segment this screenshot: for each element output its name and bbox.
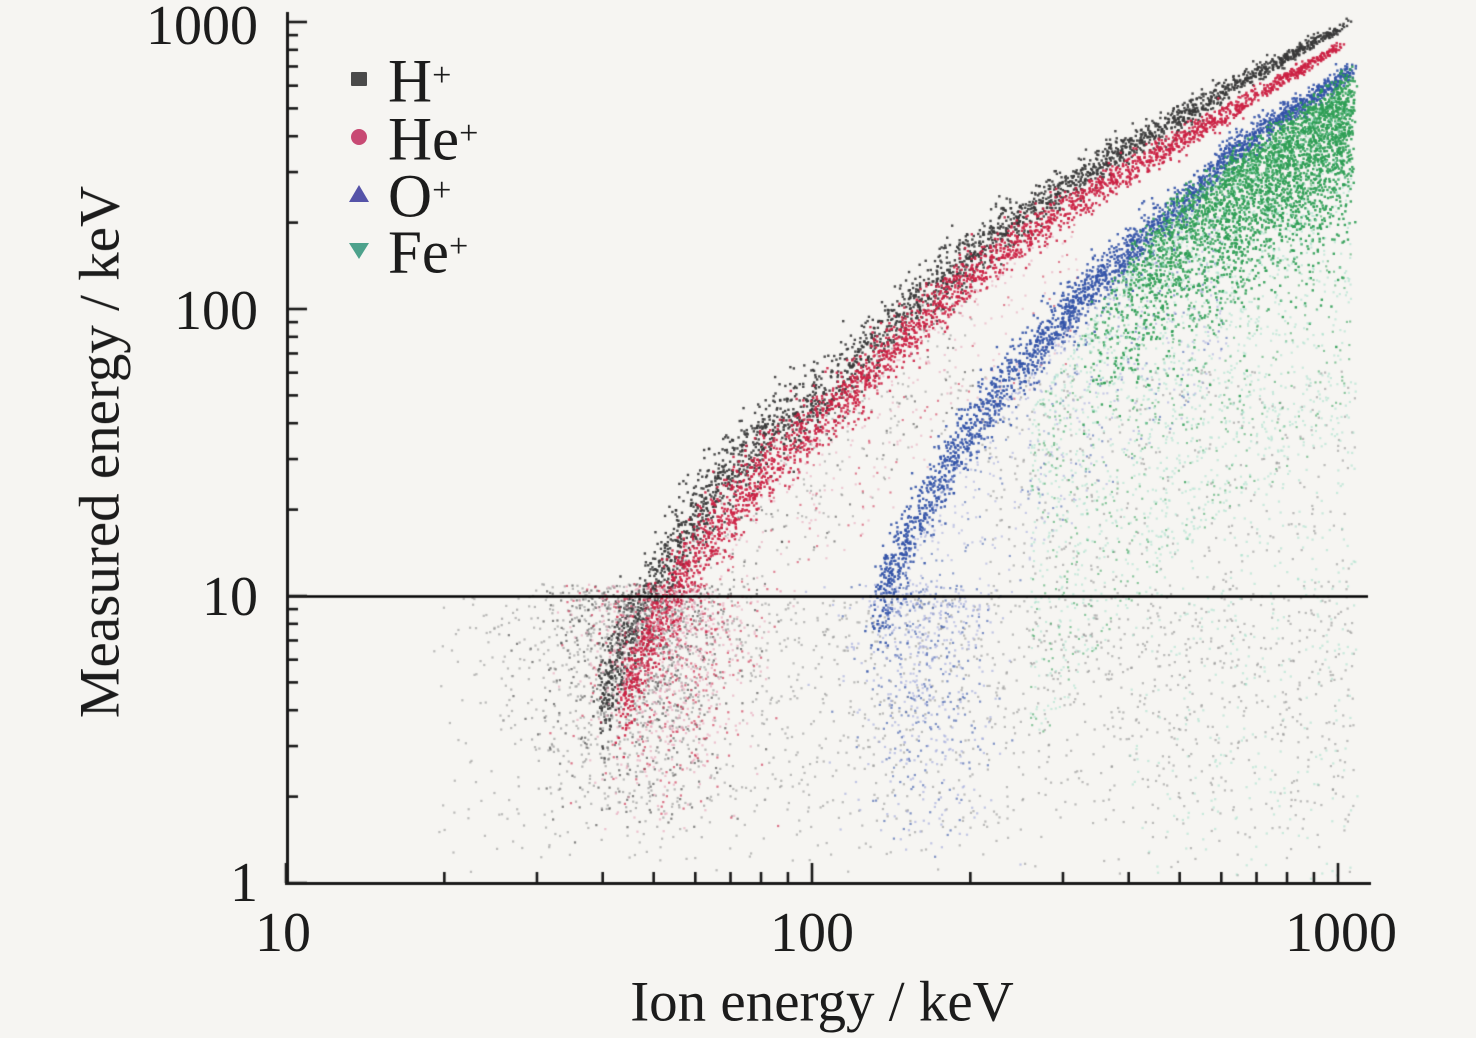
y-tick-label-100: 100 — [174, 280, 258, 342]
legend-label-o: O+ — [388, 163, 452, 231]
y-tick-label-1: 1 — [230, 852, 258, 914]
y-tick-label-10: 10 — [202, 566, 258, 628]
x-tick-label-100: 100 — [770, 902, 854, 964]
legend-item-he: He+ — [346, 105, 479, 174]
circle-marker-icon — [351, 129, 367, 145]
legend-item-fe: Fe+ — [346, 218, 469, 287]
legend-label-h: H+ — [388, 48, 452, 116]
legend-label-fe: Fe+ — [388, 219, 469, 287]
legend-item-h: H+ — [346, 47, 452, 116]
y-tick-label-1000: 1000 — [146, 0, 258, 57]
x-tick-label-10: 10 — [255, 902, 311, 964]
y-axis-title: Measured energy / keV — [68, 185, 132, 719]
triangle-down-marker-icon — [349, 243, 369, 259]
triangle-up-marker-icon — [349, 185, 369, 202]
square-marker-icon — [351, 72, 367, 86]
x-axis-title: Ion energy / keV — [630, 970, 1014, 1034]
x-tick-label-1000: 1000 — [1285, 902, 1397, 964]
legend-label-he: He+ — [388, 106, 479, 174]
legend-item-o: O+ — [346, 162, 452, 231]
